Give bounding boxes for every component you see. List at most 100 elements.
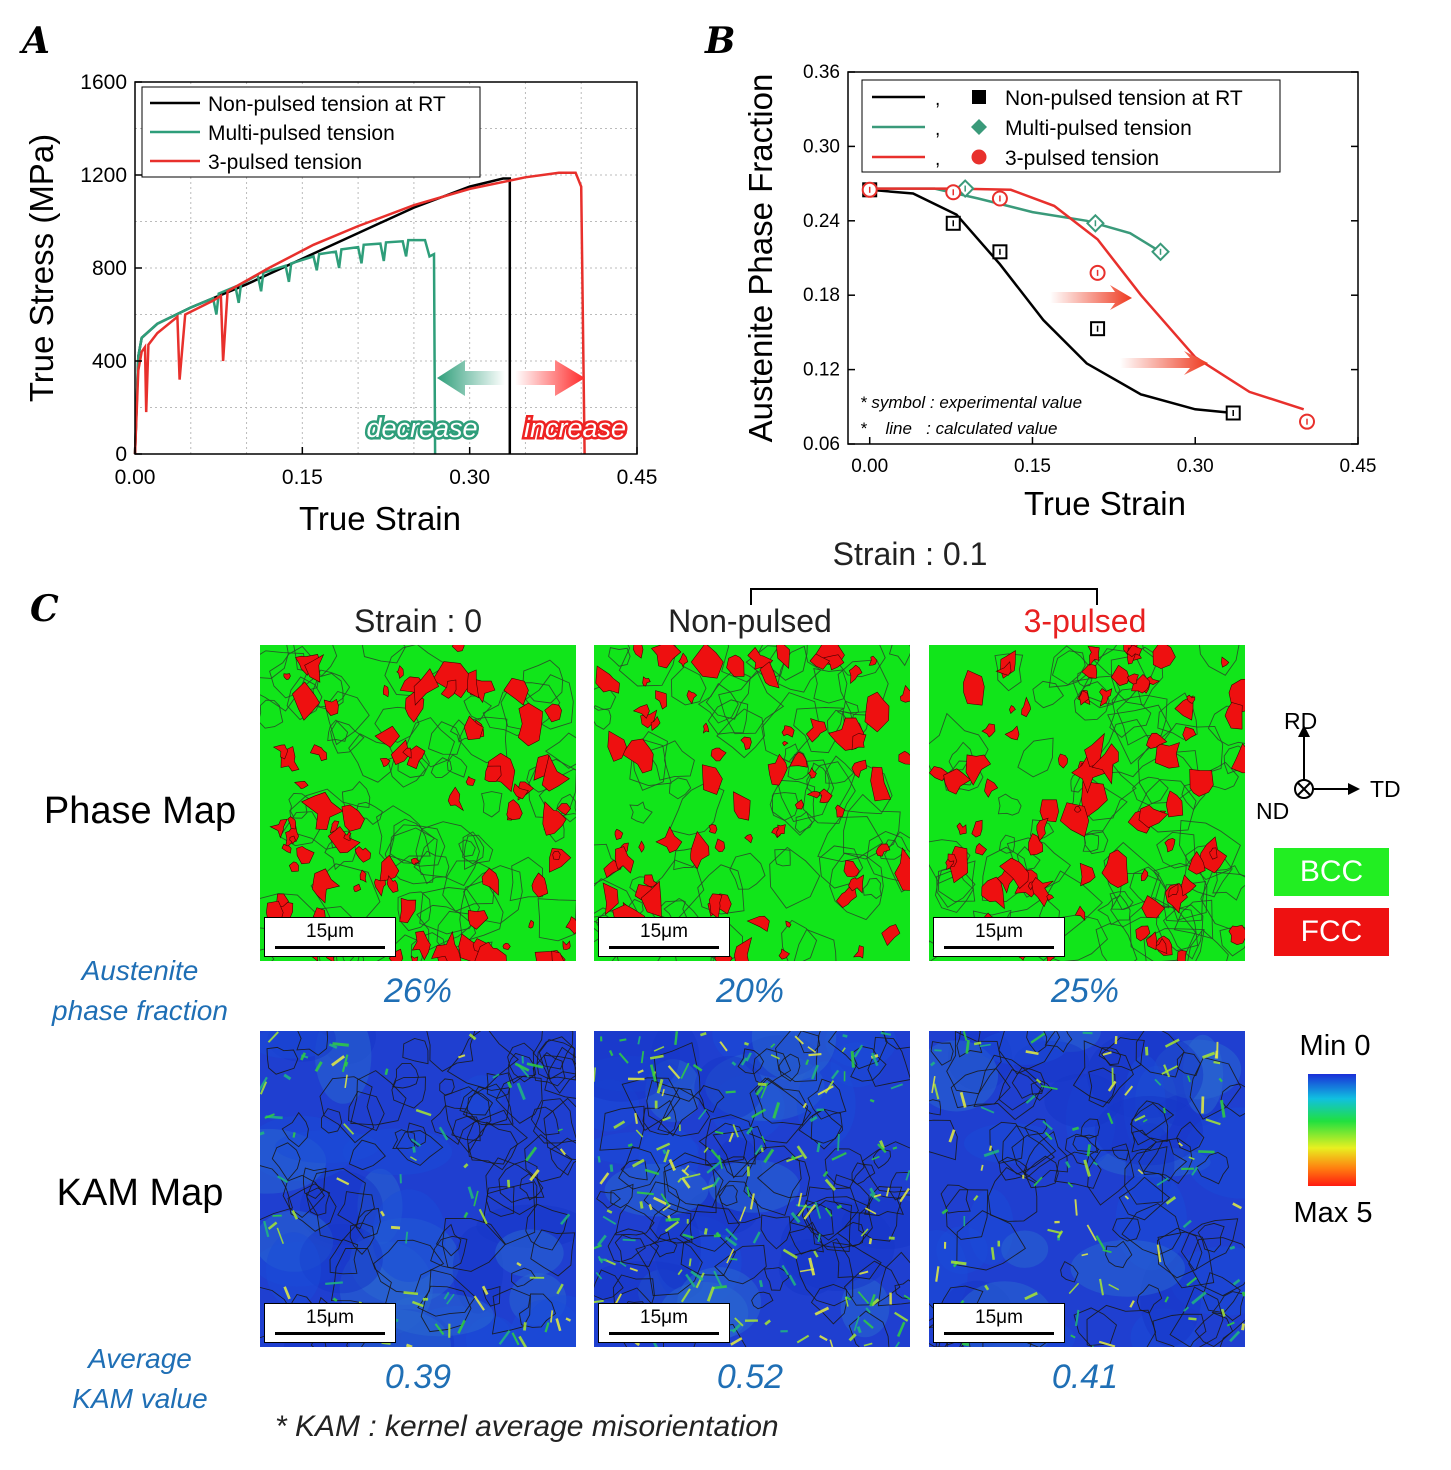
series-line-1	[133, 238, 437, 455]
col-label-strain0: Strain : 0	[353, 603, 483, 639]
fit-curve-2	[869, 187, 1305, 411]
scale-bar: 15μm	[598, 917, 730, 957]
legend-b-diamond-marker	[971, 119, 987, 135]
kam-footnote: * KAM : kernel average misorientation	[275, 1410, 779, 1443]
chart-b-frame	[847, 71, 1359, 445]
y-tick-label: 0	[115, 443, 127, 466]
colorbar-min-label: Min 0	[1299, 1030, 1371, 1062]
chart-a-ylabel: True Stress (MPa)	[23, 134, 60, 402]
austenite-fraction-label-line1: Austenite	[81, 955, 199, 986]
phase-map-strain0: 15μm	[260, 645, 576, 961]
fraction-nonpulsed: 20%	[715, 972, 785, 1010]
y-tick-label: 0.06	[803, 434, 840, 455]
austenite-fraction-label-line2: phase fraction	[52, 995, 228, 1026]
y-tick-label: 1600	[80, 71, 127, 94]
legend-b-sep-3: ,	[935, 149, 940, 170]
legend-fcc: FCC	[1274, 908, 1389, 956]
kam-value-label-line2: KAM value	[72, 1383, 208, 1414]
fraction-3pulsed: 25%	[1050, 972, 1120, 1010]
y-tick-label: 1200	[80, 164, 127, 187]
kam-nonpulsed: 0.52	[716, 1358, 784, 1396]
strain-header: Strain : 0.1	[832, 536, 988, 572]
col-label-3pulsed: 3-pulsed	[1023, 603, 1147, 639]
x-tick-label: 0.30	[449, 466, 490, 489]
shift-arrow-1	[1050, 285, 1132, 310]
y-tick-label: 800	[92, 257, 127, 280]
phase-map-nonpulsed: 15μm	[594, 645, 910, 961]
legend-a-multipulsed: Multi-pulsed tension	[208, 122, 395, 145]
scale-bar-label: 15μm	[975, 1307, 1023, 1328]
kam-map-nonpulsed: 15μm	[594, 1031, 910, 1347]
legend-b-circle-marker	[971, 149, 987, 165]
scale-bar: 15μm	[598, 1303, 730, 1343]
legend-b-nonpulsed: Non-pulsed tension at RT	[1005, 87, 1243, 110]
scale-bar: 15μm	[933, 1303, 1065, 1343]
scale-bar: 15μm	[264, 917, 396, 957]
x-tick-label: 0.30	[1177, 456, 1214, 477]
col-label-nonpulsed: Non-pulsed	[668, 603, 832, 639]
increase-arrow	[515, 360, 585, 396]
axis-td-label: TD	[1370, 776, 1401, 802]
note-line: * line : calculated value	[860, 419, 1058, 438]
legend-b-sep-2: ,	[935, 119, 940, 140]
stress-strain-chart: 0.00 0.15 0.30 0.45 0 400 800 1200 1600 decrease…	[23, 71, 658, 537]
x-tick-label: 0.00	[851, 456, 888, 477]
fit-curve-1	[869, 187, 1162, 253]
austenite-fraction-label: Austenite phase fraction	[20, 951, 260, 1031]
strain-bracket	[750, 588, 1098, 605]
panel-letter-b: B	[705, 20, 736, 62]
colorbar-max-label: Max 5	[1293, 1197, 1373, 1229]
fraction-strain0: 26%	[383, 972, 453, 1010]
scale-bar: 15μm	[933, 917, 1065, 957]
chart-b-legend: , , , Non-pulsed tension at RT Multi-pul…	[861, 79, 1281, 173]
chart-a-legend: Non-pulsed tension at RT Multi-pulsed te…	[141, 86, 481, 178]
scale-bar-label: 15μm	[640, 1307, 688, 1328]
sample-axes-icon: RD TD ND	[1256, 708, 1401, 824]
chart-b-xlabel: True Strain	[1024, 485, 1186, 522]
y-tick-label: 400	[92, 350, 127, 373]
y-tick-label: 0.12	[803, 360, 840, 381]
decrease-arrow	[437, 360, 505, 396]
kam-value-label: Average KAM value	[20, 1339, 260, 1419]
legend-bcc: BCC	[1274, 848, 1389, 896]
scale-bar-label: 15μm	[640, 921, 688, 942]
legend-b-3pulsed: 3-pulsed tension	[1005, 147, 1159, 170]
series-line-2	[133, 171, 586, 455]
y-tick-label: 0.30	[803, 136, 840, 157]
note-symbol: * symbol : experimental value	[860, 393, 1082, 412]
x-tick-label: 0.15	[282, 466, 323, 489]
kam-strain0: 0.39	[384, 1358, 452, 1396]
kam-value-label-line1: Average	[88, 1343, 192, 1374]
austenite-fraction-chart: 0.00 0.15 0.30 0.45 0.06 0.12 0.18 0.24 0.30 0.36…	[742, 62, 1377, 522]
panel-letter-a: A	[22, 20, 50, 62]
y-tick-label: 0.18	[803, 285, 840, 306]
y-tick-label: 0.24	[803, 211, 840, 232]
scale-bar-label: 15μm	[306, 921, 354, 942]
phase-map-3pulsed: 15μm	[929, 645, 1245, 961]
legend-b-sep-1: ,	[935, 89, 940, 110]
axis-nd-label: ND	[1256, 798, 1289, 824]
kam-3pulsed: 0.41	[1051, 1358, 1119, 1396]
x-tick-label: 0.00	[115, 466, 156, 489]
decrease-label: decrease	[366, 413, 477, 443]
x-tick-label: 0.15	[1014, 456, 1051, 477]
axis-rd-label: RD	[1284, 708, 1317, 734]
kam-map-3pulsed: 15μm	[929, 1031, 1245, 1347]
scale-bar-label: 15μm	[306, 1307, 354, 1328]
chart-b-ylabel: Austenite Phase Fraction	[742, 74, 779, 443]
x-tick-label: 0.45	[617, 466, 658, 489]
fit-curve-0	[869, 188, 1234, 415]
row-label-kam: KAM Map	[56, 1172, 224, 1214]
scale-bar: 15μm	[264, 1303, 396, 1343]
increase-label: increase	[524, 413, 626, 443]
chart-a-xlabel: True Strain	[299, 500, 461, 537]
row-label-phase: Phase Map	[43, 790, 237, 832]
x-tick-label: 0.45	[1340, 456, 1377, 477]
kam-colorbar	[1308, 1074, 1356, 1186]
y-tick-label: 0.36	[803, 62, 840, 83]
shift-arrow-2	[1120, 351, 1208, 375]
legend-a-nonpulsed: Non-pulsed tension at RT	[208, 93, 446, 116]
legend-b-multipulsed: Multi-pulsed tension	[1005, 117, 1192, 140]
legend-a-3pulsed: 3-pulsed tension	[208, 151, 362, 174]
legend-b-square-marker	[972, 90, 986, 104]
